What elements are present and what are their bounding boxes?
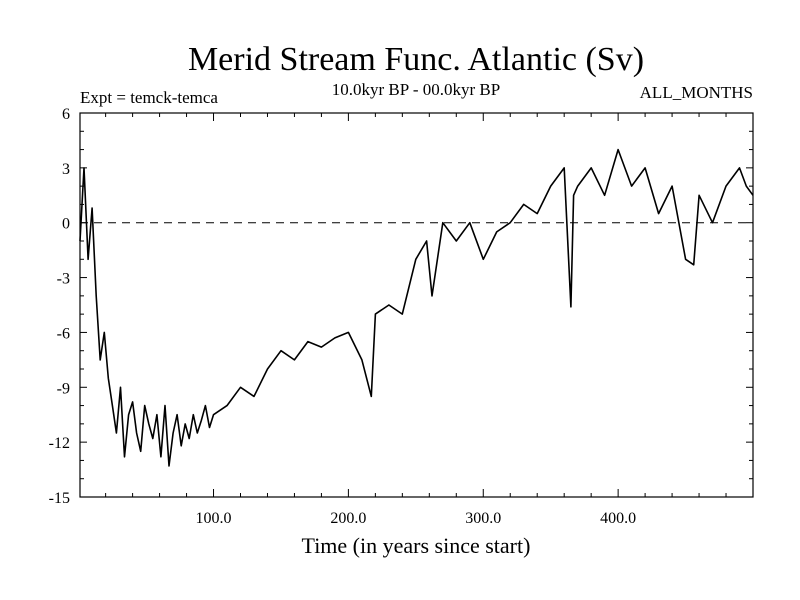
y-tick-label: -9	[57, 380, 70, 397]
x-tick-label: 200.0	[330, 510, 366, 527]
chart-subtitle: 10.0kyr BP - 00.0kyr BP	[332, 80, 500, 99]
x-axis-label: Time (in years since start)	[302, 533, 531, 558]
x-tick-label: 300.0	[465, 510, 501, 527]
y-tick-label: 0	[62, 216, 70, 233]
plot-area: -15 -12 -9 -6 -3 0 3 6 100.0 200.0 300.0 400.0	[49, 106, 754, 527]
y-tick-label: -6	[57, 325, 70, 342]
y-tick-label: 3	[62, 161, 70, 178]
experiment-label: Expt = temck-temca	[80, 88, 218, 107]
x-tick-label: 400.0	[600, 510, 636, 527]
y-tick-label: 6	[62, 106, 70, 123]
series-line	[79, 148, 754, 467]
y-tick-label: -12	[49, 435, 70, 452]
months-label: ALL_MONTHS	[640, 83, 753, 102]
y-tick-label: -3	[57, 271, 70, 288]
plot-frame	[79, 112, 754, 498]
y-tick-label: -15	[49, 490, 70, 507]
chart-title: Merid Stream Func. Atlantic (Sv)	[188, 41, 644, 78]
x-tick-label: 100.0	[196, 510, 232, 527]
